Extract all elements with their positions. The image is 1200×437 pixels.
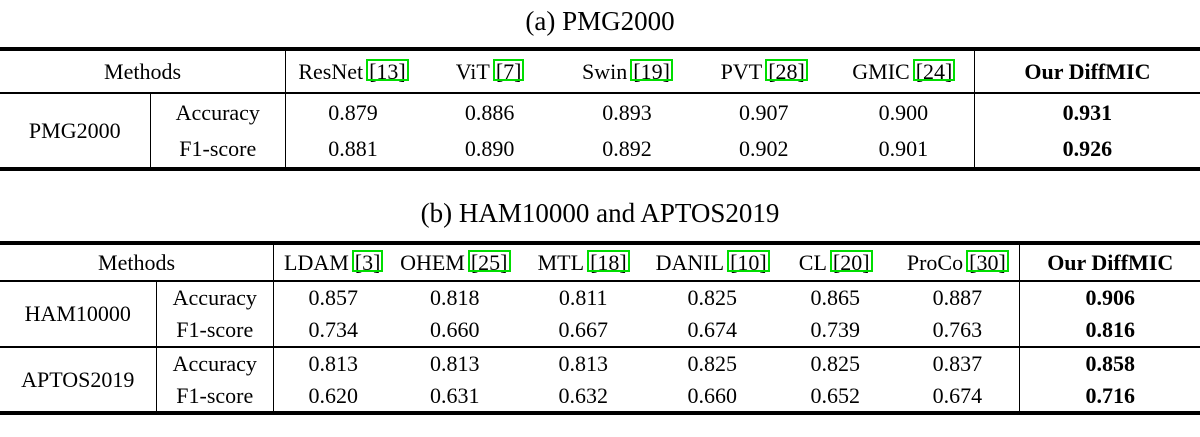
methods-header: Methods xyxy=(0,49,287,94)
value-cell: 0.857 xyxy=(308,285,358,310)
dataset-label-aptos2019: APTOS2019 xyxy=(0,346,157,413)
our-method-header: Our DiffMIC xyxy=(1019,243,1200,282)
table-ham10000-aptos2019: Methods LDAM [3] OHEM [25] MTL [18] DANIL [1… xyxy=(0,241,1200,415)
column-header-vit: ViT [7] xyxy=(419,49,560,94)
table-pmg2000: Methods ResNet [13] ViT [7] Swin [19] PVT [2… xyxy=(0,47,1200,171)
value-cell: 0.879 xyxy=(328,99,378,125)
column-header-pvt: PVT [28] xyxy=(694,49,833,94)
method-name: DANIL xyxy=(655,249,725,275)
citation-link[interactable]: [3] xyxy=(351,249,384,275)
table-row: PMG2000 Accuracy 0.879 0.886 0.893 0.907… xyxy=(0,93,1200,169)
method-name: LDAM xyxy=(284,249,349,275)
method-name: CL xyxy=(798,249,827,275)
citation-link[interactable]: [30] xyxy=(966,249,1009,275)
value-cell: 0.902 xyxy=(739,136,789,161)
dataset-label-pmg2000: PMG2000 xyxy=(0,93,151,169)
value-cell: 0.813 xyxy=(392,346,518,380)
value-cell: 0.632 xyxy=(558,382,608,408)
value-cell: 0.890 xyxy=(464,136,515,161)
citation-link[interactable]: [28] xyxy=(765,58,808,84)
table-row: F1-score 0.881 0.890 0.892 0.902 0.901 0… xyxy=(0,131,1200,169)
value-cell: 0.660 xyxy=(430,317,480,342)
method-name: OHEM xyxy=(400,249,465,275)
column-header-danil: DANIL [10] xyxy=(649,243,776,282)
value-cell: 0.660 xyxy=(687,382,737,408)
value-cell: 0.652 xyxy=(810,382,860,408)
our-value-cell: 0.931 xyxy=(973,93,1200,131)
table-row: APTOS2019 Accuracy 0.813 0.813 0.813 0.8… xyxy=(0,346,1200,413)
dataset-label-ham10000: HAM10000 xyxy=(0,281,157,347)
value-cell: 0.674 xyxy=(687,317,737,342)
metric-label: Accuracy xyxy=(150,93,287,131)
value-cell: 0.620 xyxy=(308,382,358,408)
value-cell: 0.837 xyxy=(895,346,1020,380)
value-cell: 0.901 xyxy=(878,136,929,161)
method-name: MTL xyxy=(537,249,585,275)
value-cell: 0.811 xyxy=(558,285,608,310)
value-cell: 0.887 xyxy=(932,285,983,310)
table-row: F1-score 0.734 0.660 0.667 0.674 0.739 0… xyxy=(0,314,1200,347)
method-name: ViT xyxy=(455,58,490,84)
our-value-cell: 0.716 xyxy=(1019,380,1200,413)
value-cell: 0.865 xyxy=(810,285,860,310)
citation-link[interactable]: [20] xyxy=(829,249,873,275)
method-name: ProCo xyxy=(906,249,964,275)
value-cell: 0.907 xyxy=(739,99,789,125)
metric-label: F1-score xyxy=(156,380,275,413)
methods-header: Methods xyxy=(0,243,275,282)
metric-label: Accuracy xyxy=(156,281,275,314)
value-cell: 0.667 xyxy=(558,317,608,342)
citation-link[interactable]: [13] xyxy=(366,58,409,84)
value-cell: 0.892 xyxy=(602,136,652,161)
table-row: HAM10000 Accuracy 0.857 0.818 0.811 0.82… xyxy=(0,281,1200,347)
column-header-cl: CL [20] xyxy=(775,243,896,282)
column-header-gmic: GMIC [24] xyxy=(832,49,975,94)
column-header-resnet: ResNet [13] xyxy=(285,49,420,94)
caption-table-b: (b) HAM10000 and APTOS2019 xyxy=(420,198,780,228)
value-cell: 0.674 xyxy=(932,382,983,408)
method-name: Swin xyxy=(582,58,628,84)
metric-label: Accuracy xyxy=(156,346,275,380)
citation-link[interactable]: [24] xyxy=(912,58,956,84)
table-row: F1-score 0.620 0.631 0.632 0.660 0.652 0… xyxy=(0,380,1200,413)
method-name: GMIC xyxy=(852,58,910,84)
our-value-cell: 0.926 xyxy=(973,131,1200,169)
value-cell: 0.813 xyxy=(517,346,650,380)
value-cell: 0.825 xyxy=(649,346,776,380)
caption-table-a: (a) PMG2000 xyxy=(525,6,675,36)
column-header-proco: ProCo [30] xyxy=(895,243,1020,282)
value-cell: 0.886 xyxy=(464,99,515,125)
column-header-ohem: OHEM [25] xyxy=(392,243,518,282)
value-cell: 0.825 xyxy=(775,346,896,380)
table-header-row: Methods ResNet [13] ViT [7] Swin [19] PVT [2… xyxy=(0,49,1200,94)
our-value-cell: 0.858 xyxy=(1019,346,1200,380)
metric-label: F1-score xyxy=(156,314,275,347)
citation-link[interactable]: [7] xyxy=(492,58,525,84)
column-header-ldam: LDAM [3] xyxy=(273,243,393,282)
column-header-mtl: MTL [18] xyxy=(517,243,650,282)
value-cell: 0.900 xyxy=(878,99,929,125)
our-value-cell: 0.816 xyxy=(1019,314,1200,347)
our-value-cell: 0.906 xyxy=(1019,281,1200,314)
citation-link[interactable]: [19] xyxy=(630,58,673,84)
value-cell: 0.631 xyxy=(430,382,480,408)
value-cell: 0.893 xyxy=(602,99,652,125)
our-method-header: Our DiffMIC xyxy=(973,49,1200,94)
citation-link[interactable]: [18] xyxy=(587,249,630,275)
metric-label: F1-score xyxy=(150,131,287,169)
method-name: PVT xyxy=(720,58,763,84)
method-name: ResNet xyxy=(298,58,364,84)
value-cell: 0.881 xyxy=(328,136,378,161)
value-cell: 0.734 xyxy=(308,317,358,342)
citation-link[interactable]: [10] xyxy=(727,249,770,275)
value-cell: 0.739 xyxy=(810,317,860,342)
citation-link[interactable]: [25] xyxy=(467,249,511,275)
value-cell: 0.813 xyxy=(273,346,393,380)
value-cell: 0.825 xyxy=(687,285,737,310)
value-cell: 0.763 xyxy=(932,317,983,342)
value-cell: 0.818 xyxy=(430,285,480,310)
table-header-row: Methods LDAM [3] OHEM [25] MTL [18] DANIL [1… xyxy=(0,243,1200,282)
column-header-swin: Swin [19] xyxy=(559,49,695,94)
